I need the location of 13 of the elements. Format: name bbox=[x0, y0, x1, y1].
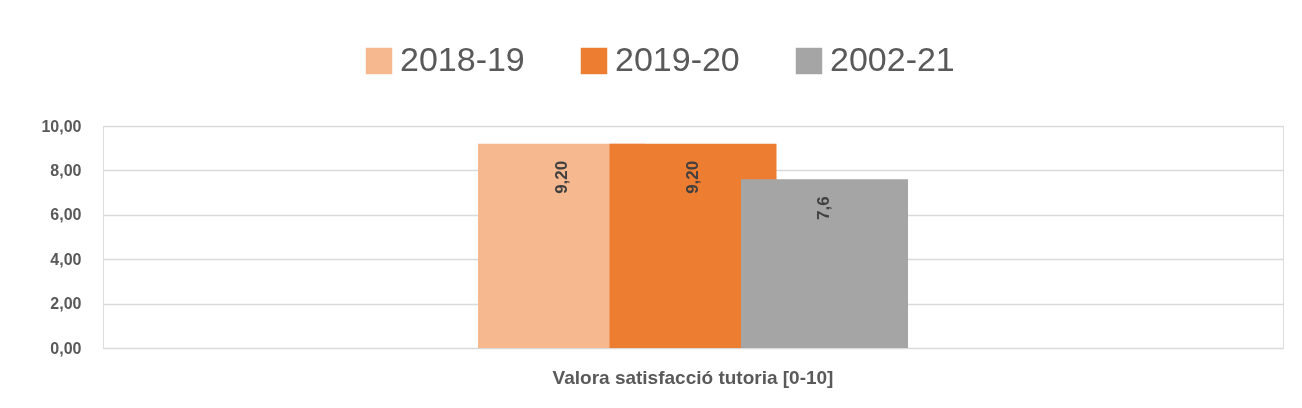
legend-label: 2019-20 bbox=[615, 40, 740, 78]
y-tick-label: 4,00 bbox=[50, 250, 82, 268]
x-tick-label: Valora satisfacció tutoria [0-10] bbox=[552, 366, 834, 388]
y-tick-label: 8,00 bbox=[50, 161, 82, 179]
y-tick-label: 6,00 bbox=[50, 206, 82, 224]
legend-label: 2018-19 bbox=[400, 40, 525, 78]
y-tick-label: 2,00 bbox=[50, 295, 82, 313]
legend-label: 2002-21 bbox=[830, 40, 955, 78]
y-tick-label: 10,00 bbox=[41, 117, 82, 135]
data-label: 9,20 bbox=[683, 160, 702, 194]
data-label: 9,20 bbox=[551, 160, 571, 194]
y-tick-label: 0,00 bbox=[50, 339, 82, 357]
data-label: 7,6 bbox=[814, 196, 834, 220]
